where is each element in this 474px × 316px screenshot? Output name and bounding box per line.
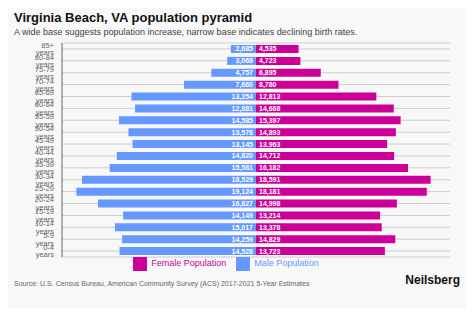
svg-text:13,214: 13,214 [259,212,281,220]
svg-text:14,528: 14,528 [232,248,254,256]
svg-text:8,780: 8,780 [259,81,277,89]
svg-text:3,068: 3,068 [235,57,253,65]
svg-text:13,378: 13,378 [259,224,281,232]
svg-text:15,397: 15,397 [259,117,281,125]
svg-text:14,893: 14,893 [259,129,281,137]
svg-text:18,529: 18,529 [232,176,254,184]
svg-text:14,585: 14,585 [232,117,254,125]
svg-text:4,723: 4,723 [259,57,277,65]
svg-text:13,963: 13,963 [259,141,281,149]
svg-text:6,895: 6,895 [259,69,277,77]
svg-text:18,591: 18,591 [259,176,281,184]
svg-text:15,581: 15,581 [232,164,254,172]
svg-text:13,254: 13,254 [232,93,254,101]
svg-text:14,259: 14,259 [232,236,254,244]
svg-text:15,017: 15,017 [232,224,254,232]
svg-text:12,813: 12,813 [259,93,281,101]
svg-text:14,829: 14,829 [259,236,281,244]
svg-text:14,149: 14,149 [232,212,254,220]
svg-text:14,712: 14,712 [259,152,281,160]
svg-text:4,535: 4,535 [259,45,277,53]
svg-text:2,685: 2,685 [235,45,253,53]
svg-text:19,124: 19,124 [232,188,254,196]
svg-text:4,757: 4,757 [235,69,253,77]
svg-text:12,881: 12,881 [232,105,254,113]
svg-text:7,660: 7,660 [235,81,253,89]
svg-text:13,578: 13,578 [232,129,254,137]
svg-text:16,182: 16,182 [259,164,281,172]
svg-text:85+years: 85+years [36,41,55,58]
svg-text:16,827: 16,827 [232,200,254,208]
svg-text:13,723: 13,723 [259,248,281,256]
svg-text:13,145: 13,145 [232,141,254,149]
svg-text:18,181: 18,181 [259,188,281,196]
svg-text:14,998: 14,998 [259,200,281,208]
svg-text:14,820: 14,820 [232,152,254,160]
svg-text:14,668: 14,668 [259,105,281,113]
